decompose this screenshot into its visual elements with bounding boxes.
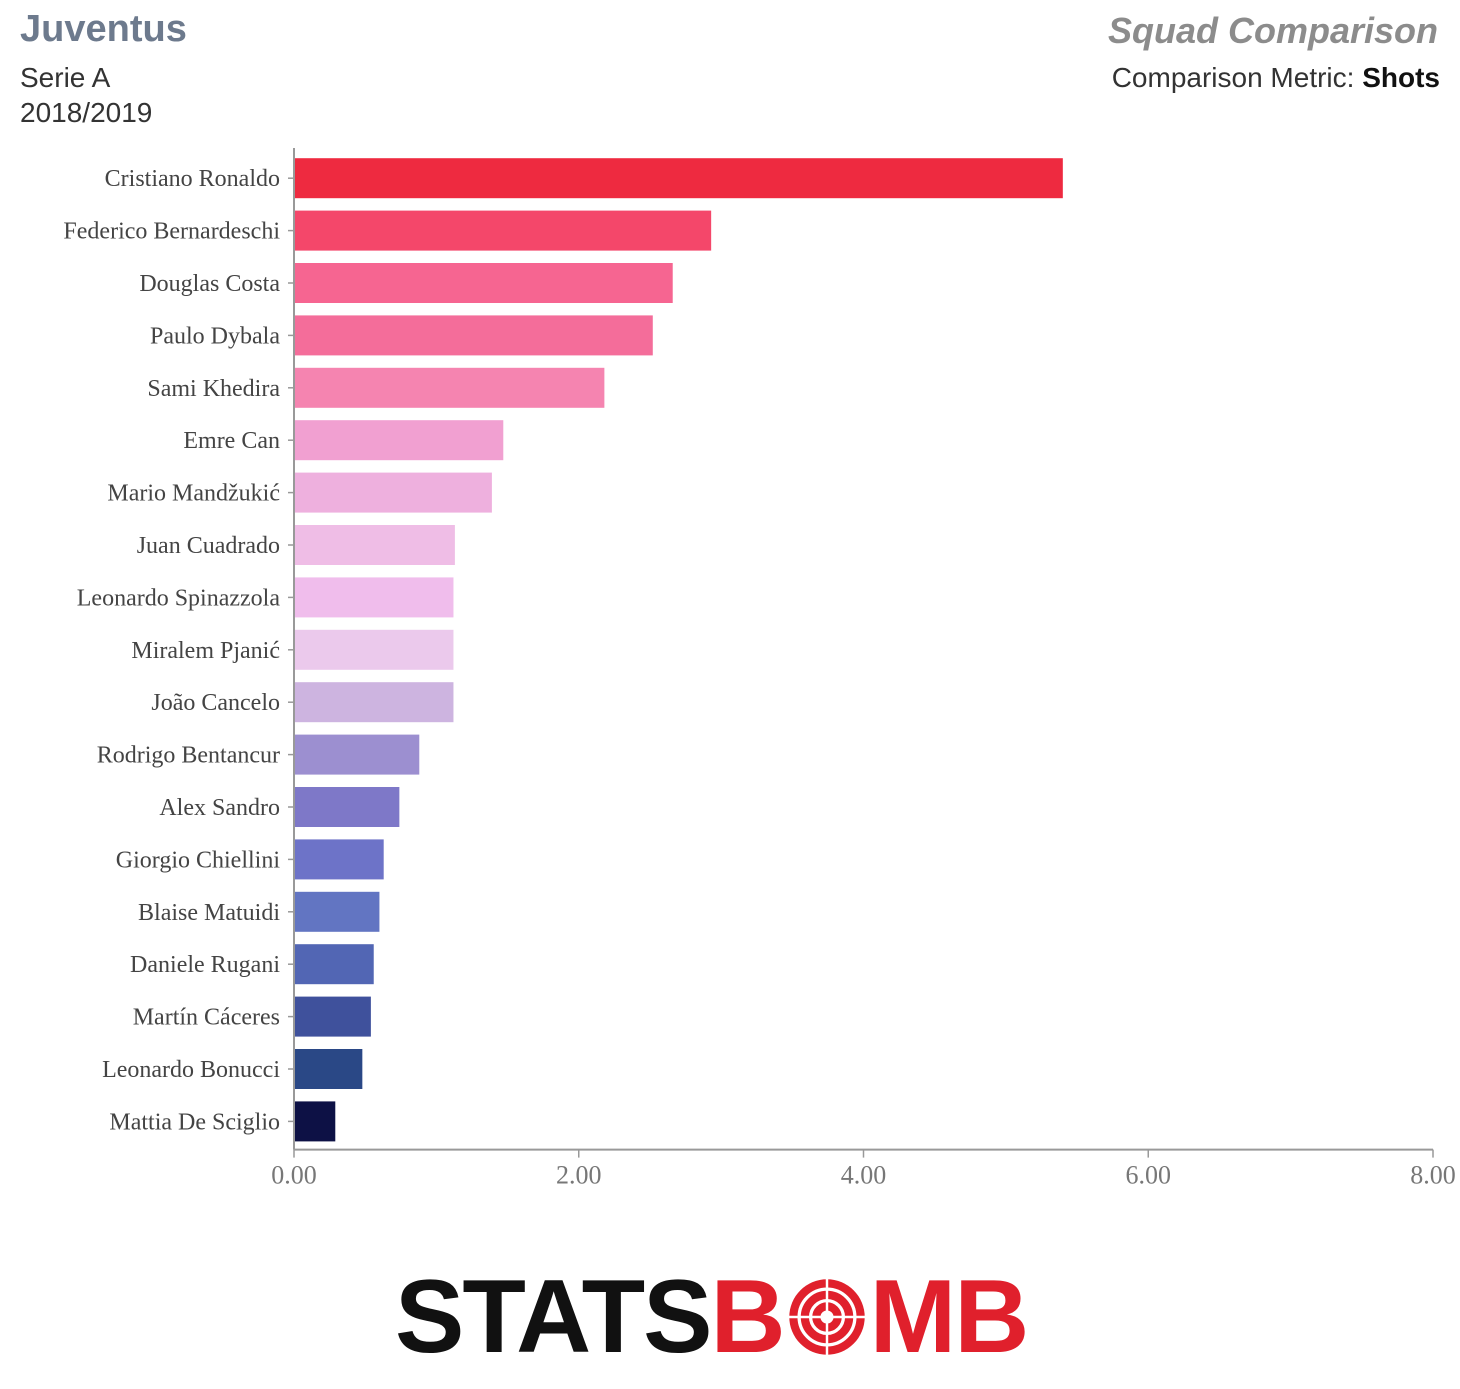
bar-3 xyxy=(295,315,653,356)
category-label-13: Giorgio Chiellini xyxy=(116,847,281,873)
bar-17 xyxy=(295,1049,363,1089)
metric-value: Shots xyxy=(1362,62,1440,93)
category-label-4: Sami Khedira xyxy=(147,376,280,402)
category-label-3: Paulo Dybala xyxy=(150,323,280,349)
category-label-15: Daniele Rugani xyxy=(130,952,280,978)
category-label-7: Juan Cuadrado xyxy=(137,533,280,559)
category-label-14: Blaise Matuidi xyxy=(138,900,280,926)
bar-15 xyxy=(295,944,374,985)
season-label: 2018/2019 xyxy=(20,97,153,128)
x-tick-label-0: 0.00 xyxy=(271,1161,317,1190)
category-label-6: Mario Mandžukić xyxy=(107,481,280,507)
bar-9 xyxy=(295,629,454,670)
category-label-10: João Cancelo xyxy=(151,690,280,716)
category-label-16: Martín Cáceres xyxy=(133,1005,280,1031)
metric-line: Comparison Metric: Shots xyxy=(1112,62,1440,94)
bar-chart: Cristiano Ronaldo Federico Bernardeschi Do… xyxy=(63,148,1456,1190)
metric-label: Comparison Metric: xyxy=(1111,62,1355,93)
bar-7 xyxy=(295,525,455,565)
category-label-1: Federico Bernardeschi xyxy=(63,219,280,245)
bar-0 xyxy=(295,158,1063,199)
x-tick-label-4: 8.00 xyxy=(1410,1161,1456,1190)
x-tick-label-2: 4.00 xyxy=(841,1161,887,1190)
logo-text-bomb: B MB xyxy=(710,1258,1030,1377)
bar-8 xyxy=(295,577,454,618)
team-name: Juventus xyxy=(20,8,187,50)
bar-13 xyxy=(295,839,384,880)
category-label-8: Leonardo Spinazzola xyxy=(77,585,281,611)
logo-text-mb: MB xyxy=(869,1258,1030,1375)
statsbomb-logo: STATS B MB xyxy=(395,1259,1029,1375)
bar-4 xyxy=(295,367,605,408)
bar-12 xyxy=(295,787,400,827)
bar-1 xyxy=(295,210,712,251)
bar-18 xyxy=(295,1101,336,1142)
x-tick-label-1: 2.00 xyxy=(556,1161,602,1190)
bar-5 xyxy=(295,420,504,461)
bar-14 xyxy=(295,891,380,932)
logo-text-b: B xyxy=(710,1258,785,1375)
bar-11 xyxy=(295,734,420,775)
bar-6 xyxy=(295,472,492,513)
category-label-18: Mattia De Sciglio xyxy=(109,1109,280,1135)
bomb-target-icon xyxy=(787,1277,866,1357)
competition-name: Serie A xyxy=(20,62,111,93)
bar-10 xyxy=(295,682,454,723)
category-label-12: Alex Sandro xyxy=(159,795,280,821)
x-tick-label-3: 6.00 xyxy=(1126,1161,1172,1190)
category-label-17: Leonardo Bonucci xyxy=(102,1057,280,1083)
category-label-5: Emre Can xyxy=(183,428,280,454)
bar-16 xyxy=(295,996,371,1037)
category-label-9: Miralem Pjanić xyxy=(131,638,280,664)
category-label-0: Cristiano Ronaldo xyxy=(105,166,280,192)
logo-text-stats: STATS xyxy=(395,1258,712,1375)
category-label-11: Rodrigo Bentancur xyxy=(97,743,280,769)
chart-title: Squad Comparison xyxy=(1107,10,1438,51)
category-label-2: Douglas Costa xyxy=(139,271,280,297)
bar-2 xyxy=(295,263,673,303)
